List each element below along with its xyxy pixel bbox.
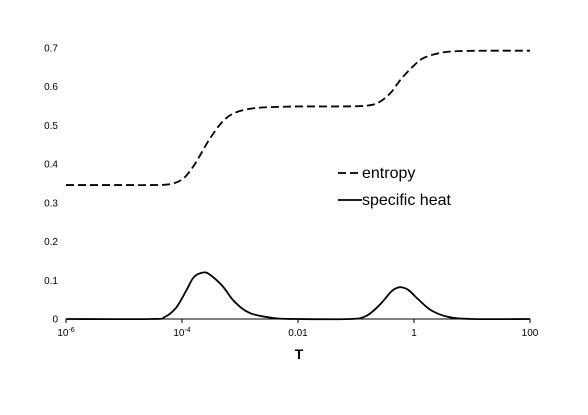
y-axis-ticks: 0 0.1 0.2 0.3 0.4 0.5 0.6 0.7 — [44, 44, 58, 326]
legend: entropy specific heat — [338, 165, 451, 209]
y-tick-label: 0.6 — [44, 82, 58, 93]
y-tick-label: 0.2 — [44, 237, 58, 248]
x-tick-label: 100 — [522, 328, 539, 339]
x-tick-label: 1 — [411, 328, 417, 339]
y-tick-label: 0 — [52, 315, 58, 326]
series-line-entropy — [66, 49, 531, 187]
y-tick-label: 0.3 — [44, 198, 58, 209]
y-tick-label: 0.4 — [44, 160, 58, 171]
x-tick-label: 0.01 — [288, 328, 308, 339]
series-layer — [65, 49, 531, 321]
x-axis-title: T — [295, 346, 304, 362]
y-tick-label: 0.1 — [44, 276, 58, 287]
x-tick-label: 10-4 — [173, 327, 190, 339]
legend-label: specific heat — [362, 192, 451, 209]
y-tick-label: 0.7 — [44, 44, 58, 55]
series-line-specific-heat — [65, 271, 531, 321]
x-axis-ticks: 10-6 10-4 0.01 1 100 — [57, 319, 539, 339]
legend-label: entropy — [362, 165, 415, 182]
x-tick-label: 10-6 — [57, 327, 74, 339]
y-tick-label: 0.5 — [44, 121, 58, 132]
